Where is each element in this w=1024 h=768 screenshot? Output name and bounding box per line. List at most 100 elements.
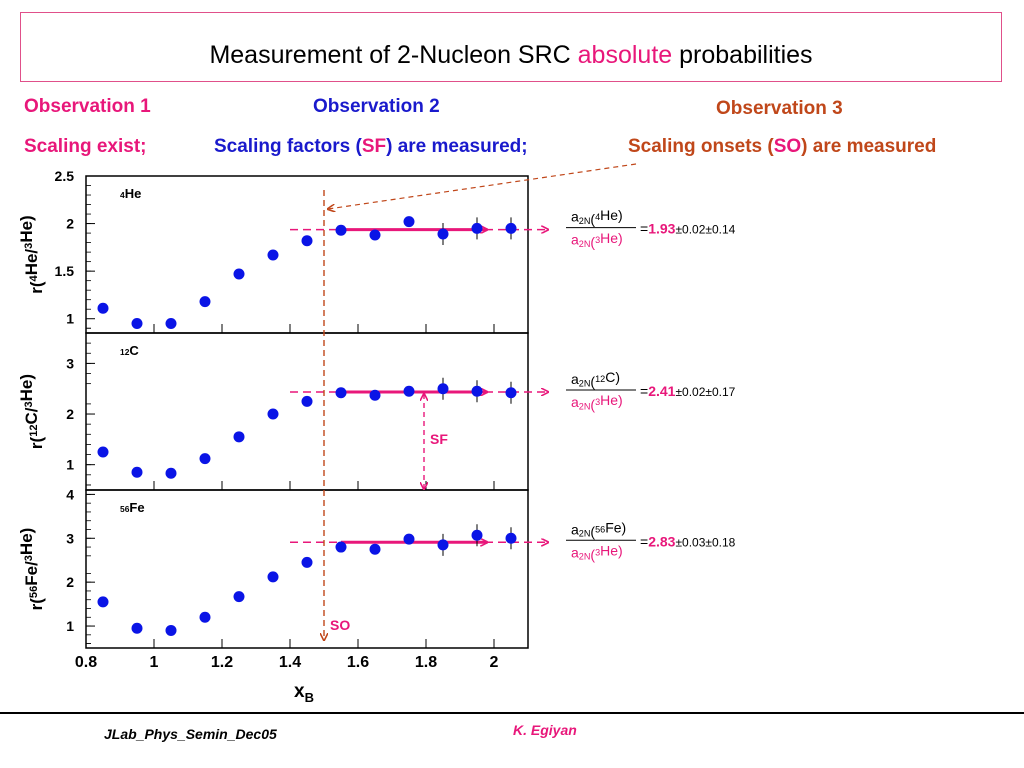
y-tick-label: 2 [66, 574, 74, 590]
footer-divider [0, 712, 1024, 714]
data-point [505, 532, 517, 544]
data-point [369, 543, 381, 555]
title-box: Measurement of 2-Nucleon SRC absolute pr… [20, 12, 1002, 82]
page-title: Measurement of 2-Nucleon SRC absolute pr… [21, 41, 1001, 70]
data-point [471, 529, 483, 541]
y-axis-label: r(56Fe/3He) [17, 528, 46, 611]
data-point [233, 268, 245, 280]
y-tick-label: 1 [66, 457, 74, 473]
obs3-text-b: ) are measured [801, 136, 937, 157]
panel-frame-1 [85, 332, 529, 491]
data-point [301, 235, 313, 247]
data-point [403, 533, 415, 545]
obs2-heading: Observation 2 [313, 96, 440, 117]
data-point [505, 222, 517, 234]
panel-frame-0 [85, 175, 529, 334]
data-point [199, 296, 211, 308]
obs2-text-a: Scaling factors ( [214, 136, 362, 157]
y-tick-label: 2 [66, 216, 74, 232]
ratio-numerator: a2N(4He) [571, 207, 623, 227]
title-highlight: absolute [577, 41, 673, 69]
data-point [335, 224, 347, 236]
data-point [233, 431, 245, 443]
data-point [165, 624, 177, 636]
x-tick-label: 1.8 [415, 654, 437, 671]
data-point [471, 385, 483, 397]
ratio-numerator: a2N(56Fe) [571, 519, 626, 539]
data-point [437, 539, 449, 551]
obs2-sf: SF [361, 136, 387, 157]
so-label: SO [330, 617, 350, 633]
obs1-heading: Observation 1 [24, 96, 151, 117]
panel-label: 4He [120, 186, 141, 201]
y-tick-label: 1 [66, 618, 74, 634]
x-tick-label: 0.8 [75, 654, 97, 671]
y-tick-label: 3 [66, 530, 74, 546]
panel-label: 56Fe [120, 500, 145, 515]
data-point [131, 466, 143, 478]
y-axis-label: r(12C/3He) [17, 374, 46, 449]
data-point [97, 446, 109, 458]
y-tick-label: 2 [66, 406, 74, 422]
data-point [437, 383, 449, 395]
panel-frame-2 [85, 489, 529, 649]
ratio-value: =2.83±0.03±0.18 [640, 533, 736, 549]
y-tick-label: 1 [66, 311, 74, 327]
obs3-text-a: Scaling onsets ( [628, 136, 774, 157]
obs3-pointer-arrow [328, 163, 637, 209]
data-point [165, 467, 177, 479]
data-point [199, 611, 211, 623]
footer-right: K. Egiyan [513, 722, 577, 738]
data-point [335, 541, 347, 553]
data-point [301, 556, 313, 568]
x-axis-label: xB [294, 681, 314, 705]
obs3-heading: Observation 3 [716, 98, 843, 119]
data-point [437, 228, 449, 240]
y-tick-label: 3 [66, 355, 74, 371]
ratio-value: =2.41±0.02±0.17 [640, 383, 736, 399]
data-point [471, 222, 483, 234]
ratio-value: =1.93±0.02±0.14 [640, 221, 736, 237]
obs2-text: Scaling factors (SF) are measured; [214, 136, 528, 158]
y-tick-label: 4 [66, 486, 74, 502]
data-point [403, 385, 415, 397]
data-point [97, 596, 109, 608]
data-point [233, 591, 245, 603]
ratio-denominator: a2N(3He) [571, 542, 623, 562]
y-tick-label: 2.5 [55, 168, 75, 184]
x-tick-label: 2 [490, 654, 499, 671]
data-point [403, 216, 415, 228]
x-tick-label: 1.4 [279, 654, 301, 671]
data-point [165, 317, 177, 329]
sf-label: SF [430, 431, 448, 447]
ratio-denominator: a2N(3He) [571, 230, 623, 250]
data-point [131, 317, 143, 329]
x-tick-label: 1 [150, 654, 159, 671]
data-point [267, 571, 279, 583]
obs3-so: SO [773, 136, 802, 157]
data-point [97, 302, 109, 314]
data-point [335, 387, 347, 399]
obs1-text: Scaling exist; [24, 136, 147, 157]
panel-label: 12C [120, 343, 139, 358]
data-point [199, 453, 211, 465]
ratio-numerator: a2N(12C) [571, 369, 620, 389]
data-point [369, 389, 381, 401]
data-point [505, 387, 517, 399]
title-text-end: probabilities [672, 41, 813, 69]
data-point [267, 249, 279, 261]
obs2-text-b: ) are measured; [386, 136, 528, 157]
footer-left: JLab_Phys_Semin_Dec05 [104, 726, 277, 742]
x-tick-label: 1.6 [347, 654, 369, 671]
ratio-denominator: a2N(3He) [571, 392, 623, 412]
data-point [301, 395, 313, 407]
title-text-start: Measurement of 2-Nucleon SRC [209, 41, 578, 69]
obs3-text: Scaling onsets (SO) are measured [628, 136, 936, 158]
data-point [267, 408, 279, 420]
data-point [131, 622, 143, 634]
y-tick-label: 1.5 [55, 263, 75, 279]
data-point [369, 229, 381, 241]
x-tick-label: 1.2 [211, 654, 233, 671]
y-axis-label: r(4He/3He) [17, 215, 46, 293]
